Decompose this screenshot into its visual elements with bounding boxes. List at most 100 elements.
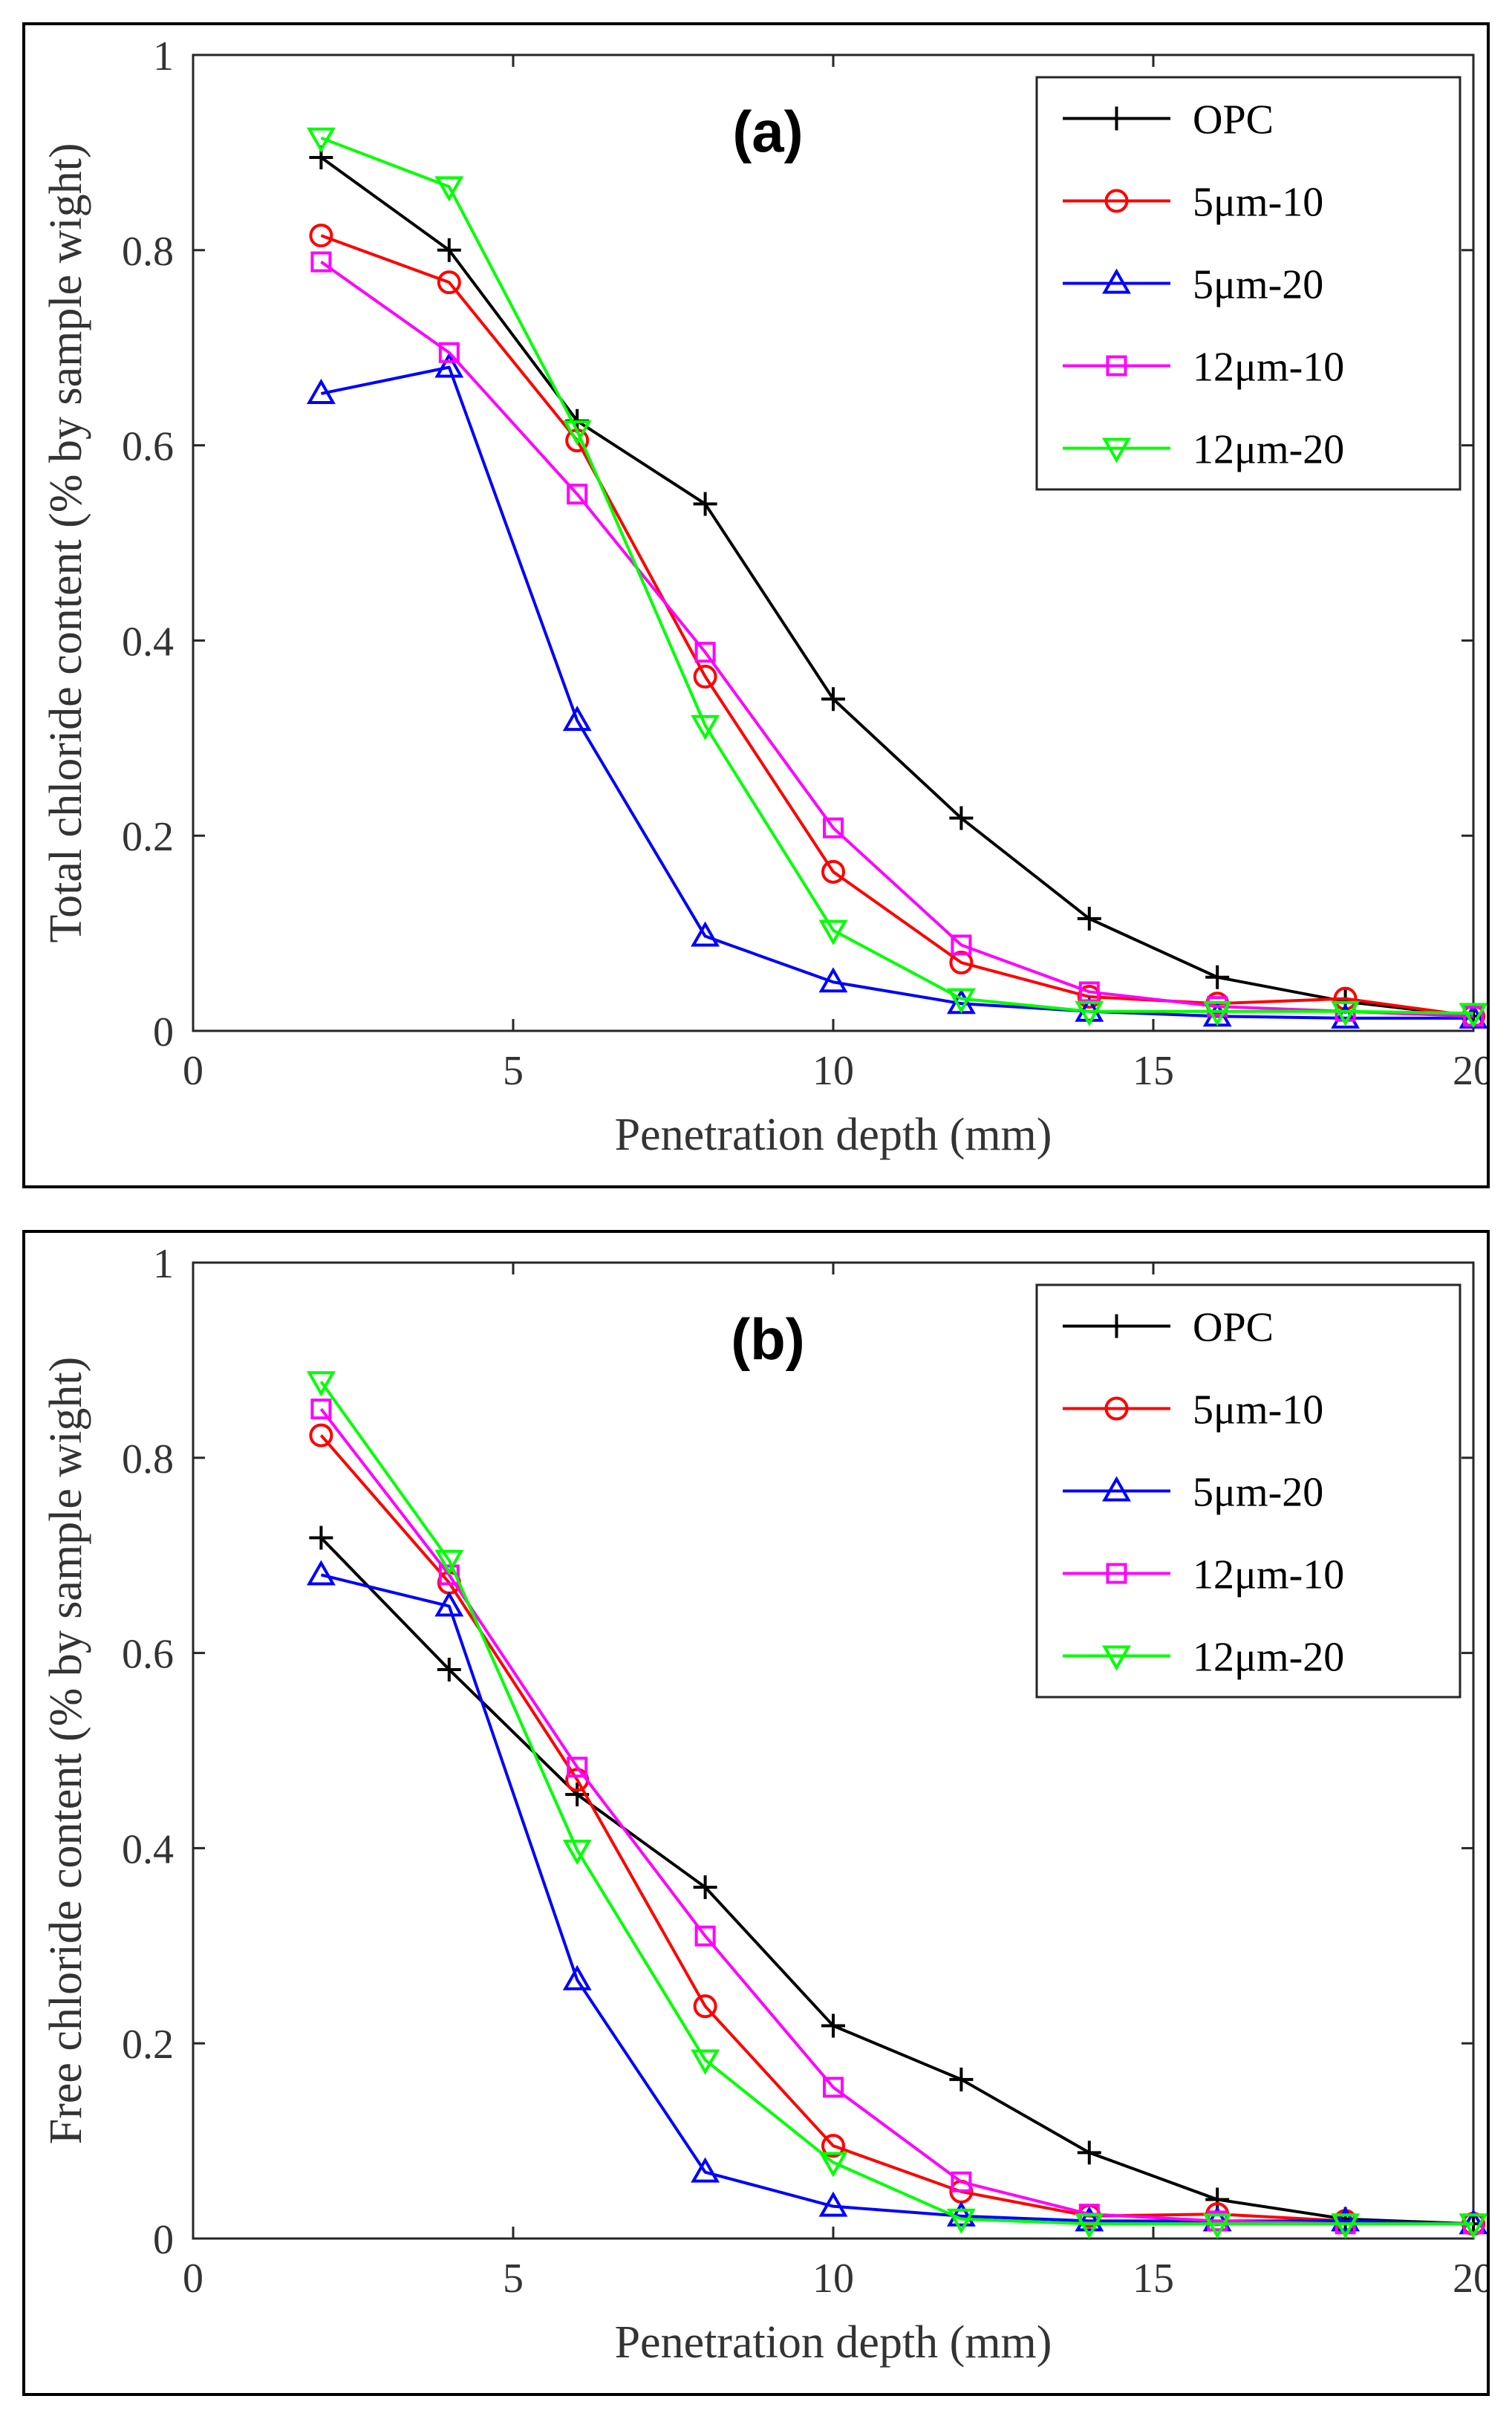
legend-item-opc: OPC [1063, 1305, 1274, 1351]
data-point-5-m-20 [691, 2157, 720, 2183]
legend-item-5-m-20: 5μm-20 [1063, 262, 1323, 308]
data-point-5-m-10 [437, 270, 461, 295]
data-point-12-m-20 [1331, 1000, 1361, 1026]
series-line-opc [319, 1537, 1474, 2226]
series-line-12-m-20 [319, 1381, 1473, 2226]
data-point-12-m-20 [946, 2208, 976, 2234]
data-point-12-m-20 [562, 420, 592, 446]
data-point-opc [437, 238, 461, 262]
legend-item-opc: OPC [1063, 97, 1274, 143]
data-point-12-m-10 [951, 2171, 972, 2192]
data-point-5-m-20 [818, 967, 848, 993]
legend-marker [1104, 1314, 1129, 1338]
data-point-5-m-20 [562, 706, 592, 732]
x-axis-title: Penetration depth (mm) [615, 1110, 1052, 1160]
data-point-12-m-20 [562, 1840, 592, 1866]
chart-a-svg: 0 5 10 15 20 0 0.2 0.4 0.6 0.8 1 Penetration depth … [41, 33, 1487, 1160]
legend-marker [1104, 189, 1129, 213]
chart-panel-b: 0 5 10 15 20 0 0.2 0.4 0.6 0.8 1 Penetration depth … [22, 1230, 1490, 2396]
y-tick-label: 0.6 [122, 424, 174, 470]
y-tick-label: 0.2 [122, 814, 174, 860]
data-point-opc [821, 687, 845, 712]
data-point-5-m-20 [946, 2201, 976, 2227]
data-point-12-m-20 [306, 127, 336, 153]
series-line-12-m-10 [320, 260, 1474, 1018]
legend-item-12-m-20: 12μm-20 [1063, 427, 1344, 473]
x-tick-label: 10 [812, 1048, 854, 1094]
data-point-5-m-20 [691, 921, 720, 947]
data-point-opc [1077, 2140, 1101, 2165]
data-point-12-m-10 [823, 817, 844, 839]
data-point-opc [437, 1657, 461, 1681]
data-point-12-m-10 [951, 934, 972, 956]
legend-marker [1102, 1645, 1131, 1671]
legend-marker [1104, 1396, 1129, 1421]
panel-label: (a) [732, 99, 803, 164]
x-tick-label: 5 [503, 1048, 524, 1094]
data-point-12-m-20 [691, 2049, 720, 2075]
data-point-5-m-10 [821, 2134, 845, 2158]
series-12-m-20 [306, 1371, 1487, 2239]
data-point-opc [693, 1875, 717, 1899]
data-point-12-m-10 [823, 2077, 844, 2098]
data-point-12-m-10 [694, 642, 716, 663]
data-point-12-m-10 [310, 251, 332, 273]
data-point-12-m-20 [946, 988, 976, 1014]
series-line-5-m-10 [320, 234, 1474, 1018]
data-point-12-m-20 [1459, 1003, 1487, 1029]
data-point-12-m-10 [694, 1925, 716, 1947]
data-point-12-m-20 [691, 714, 720, 740]
legend-item-12-m-10: 12μm-10 [1063, 1552, 1344, 1598]
data-point-5-m-10 [309, 224, 333, 248]
data-point-12-m-10 [567, 484, 588, 505]
legend-label: 12μm-20 [1193, 427, 1344, 473]
x-axis-title: Penetration depth (mm) [615, 2317, 1052, 2368]
legend: OPC 5μm-10 5μm-20 12μm-10 12μm-20 [1035, 76, 1462, 491]
y-axis-title: Free chloride content (% by sample wight… [41, 1357, 91, 2145]
data-point-12-m-20 [434, 1549, 464, 1575]
legend-item-12-m-10: 12μm-10 [1063, 345, 1344, 391]
data-point-5-m-20 [434, 352, 464, 378]
legend-marker [1102, 437, 1131, 463]
series-line-5-m-20 [320, 365, 1473, 1020]
x-tick-label: 5 [503, 2256, 524, 2302]
data-point-5-m-20 [1331, 2206, 1361, 2232]
series-line-12-m-20 [320, 136, 1474, 1015]
data-point-12-m-20 [434, 176, 464, 202]
legend-label: 5μm-20 [1193, 262, 1323, 308]
legend-label: OPC [1193, 97, 1274, 143]
legend-marker [1104, 106, 1129, 131]
y-tick-label: 1 [153, 1241, 174, 1287]
data-point-opc [1077, 906, 1101, 931]
y-tick-label: 0 [153, 2217, 174, 2263]
data-point-5-m-20 [1075, 2206, 1104, 2232]
data-point-opc [821, 2013, 845, 2038]
y-tick-label: 0.4 [122, 619, 174, 665]
legend: OPC 5μm-10 5μm-20 12μm-10 12μm-20 [1035, 1283, 1462, 1699]
data-point-5-m-20 [1331, 1003, 1361, 1029]
legend-marker [1106, 355, 1127, 377]
y-tick-label: 0.8 [122, 1436, 174, 1482]
data-point-5-m-20 [818, 2191, 848, 2217]
series-12-m-20 [306, 127, 1487, 1029]
data-point-12-m-20 [1075, 2213, 1104, 2239]
x-tick-label: 15 [1133, 2256, 1174, 2302]
data-point-12-m-10 [438, 1564, 460, 1586]
x-tick-label: 0 [183, 1048, 203, 1094]
data-point-opc [309, 1526, 333, 1550]
chart-b-svg: 0 5 10 15 20 0 0.2 0.4 0.6 0.8 1 Penetration depth … [41, 1241, 1487, 2368]
data-point-12-m-20 [1331, 2213, 1361, 2239]
legend-label: 12μm-20 [1193, 1635, 1344, 1681]
legend-label: 12μm-10 [1193, 345, 1344, 391]
data-point-5-m-20 [434, 1591, 464, 1617]
data-point-12-m-20 [818, 919, 848, 945]
series-line-opc [320, 156, 1474, 1018]
data-point-5-m-20 [562, 1964, 592, 1990]
legend-item-5-m-20: 5μm-20 [1063, 1470, 1323, 1516]
legend-label: 12μm-10 [1193, 1552, 1344, 1598]
legend-marker [1106, 1563, 1127, 1584]
panel-label: (b) [731, 1306, 805, 1372]
y-tick-label: 0.4 [122, 1826, 174, 1872]
legend-label: 5μm-10 [1193, 180, 1323, 226]
data-point-12-m-10 [310, 1399, 332, 1420]
